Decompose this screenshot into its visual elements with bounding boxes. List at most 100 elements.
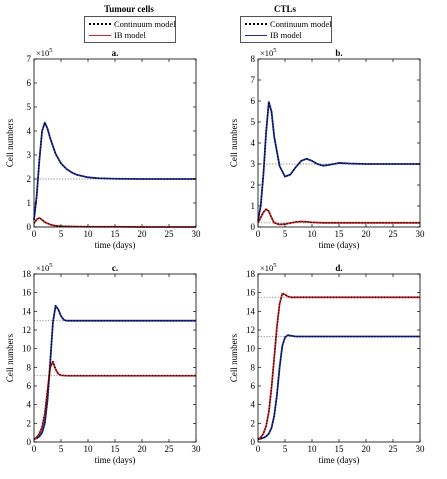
- y-tick-label: 10: [246, 344, 256, 354]
- y-tick-label: 1: [27, 198, 32, 208]
- x-tick-label: 20: [362, 444, 372, 454]
- legend-entry-tumour-ib: IB model: [89, 30, 146, 40]
- y-axis-label: Cell numbers: [5, 333, 15, 382]
- x-axis-label: time (days): [95, 240, 136, 250]
- y-tick-label: 16: [22, 288, 32, 298]
- y-tick-label: 2: [251, 180, 256, 190]
- x-tick-label: 0: [256, 229, 261, 239]
- x-tick-label: 30: [192, 444, 202, 454]
- exponent-power: 5: [273, 262, 276, 269]
- y-tick-label: 4: [27, 126, 32, 136]
- x-tick-label: 15: [335, 444, 345, 454]
- series-line-tumour-ib: [33, 360, 196, 440]
- x-tick-label: 10: [308, 229, 318, 239]
- series-line-tumour-continuum: [257, 292, 420, 440]
- x-tick-label: 15: [335, 229, 345, 239]
- legend-entry-ctl-continuum: Continuum model: [245, 19, 332, 29]
- y-tick-label: 6: [27, 381, 32, 391]
- y-axis-label: Cell numbers: [229, 118, 239, 167]
- x-tick-label: 0: [32, 229, 37, 239]
- y-axis-label: Cell numbers: [229, 333, 239, 382]
- exponent-power: 5: [273, 47, 276, 54]
- x-axis-label: time (days): [319, 240, 360, 250]
- y-exponent-label: ×105: [260, 47, 277, 58]
- x-tick-label: 25: [165, 444, 175, 454]
- y-tick-label: 18: [22, 269, 32, 279]
- legend-label: Continuum model: [270, 19, 332, 29]
- y-tick-label: 14: [246, 306, 256, 316]
- legend-label: IB model: [114, 30, 146, 40]
- legend-title-ctl: CTLs: [273, 4, 296, 14]
- legend-ctl: Continuum model IB model: [240, 16, 332, 43]
- exponent-base: ×10: [36, 263, 49, 273]
- x-tick-label: 5: [283, 444, 288, 454]
- y-tick-label: 6: [251, 381, 256, 391]
- legend-entry-ctl-ib: IB model: [245, 30, 302, 40]
- x-axis-label: time (days): [319, 455, 360, 465]
- y-tick-label: 18: [246, 269, 256, 279]
- y-tick-label: 2: [27, 418, 32, 428]
- exponent-base: ×10: [36, 48, 49, 58]
- x-tick-label: 15: [111, 444, 121, 454]
- dotted-line-swatch: [89, 23, 111, 25]
- series-line-ctl-continuum: [33, 121, 196, 220]
- y-tick-label: 0: [27, 437, 32, 447]
- x-tick-label: 20: [138, 229, 148, 239]
- legend-label: Continuum model: [114, 19, 176, 29]
- y-tick-label: 2: [251, 418, 256, 428]
- legend-title-tumour: Tumour cells: [104, 4, 154, 14]
- exponent-base: ×10: [260, 48, 273, 58]
- x-tick-label: 25: [389, 444, 399, 454]
- x-tick-label: 5: [59, 229, 64, 239]
- x-tick-label: 0: [32, 444, 37, 454]
- exponent-power: 5: [49, 262, 52, 269]
- y-tick-label: 8: [251, 54, 256, 64]
- series-line-ctl-continuum: [257, 101, 420, 221]
- y-tick-label: 12: [246, 325, 255, 335]
- y-tick-label: 10: [22, 344, 32, 354]
- plot-area: [34, 274, 196, 442]
- x-tick-label: 25: [389, 229, 399, 239]
- x-tick-label: 30: [416, 229, 426, 239]
- x-tick-label: 15: [111, 229, 121, 239]
- y-exponent-label: ×105: [260, 262, 277, 273]
- legend-label: IB model: [270, 30, 302, 40]
- y-tick-label: 8: [251, 362, 256, 372]
- y-tick-label: 5: [251, 117, 256, 127]
- y-tick-label: 0: [27, 222, 32, 232]
- solid-line-swatch: [245, 34, 267, 36]
- y-tick-label: 5: [27, 102, 32, 112]
- x-tick-label: 0: [256, 444, 261, 454]
- exponent-base: ×10: [260, 263, 273, 273]
- series-line-tumour-continuum: [257, 208, 420, 226]
- y-tick-label: 4: [251, 138, 256, 148]
- legend-entry-tumour-continuum: Continuum model: [89, 19, 176, 29]
- y-tick-label: 7: [27, 54, 32, 64]
- x-tick-label: 10: [308, 444, 318, 454]
- panel-title: c.: [112, 263, 118, 273]
- x-tick-label: 30: [416, 444, 426, 454]
- y-tick-label: 4: [27, 400, 32, 410]
- dotted-line-swatch: [245, 23, 267, 25]
- x-tick-label: 5: [59, 444, 64, 454]
- y-tick-label: 8: [27, 362, 32, 372]
- y-tick-label: 7: [251, 75, 256, 85]
- exponent-power: 5: [49, 47, 52, 54]
- x-tick-label: 5: [283, 229, 288, 239]
- series-line-ctl-continuum: [257, 334, 420, 440]
- solid-line-swatch: [89, 34, 111, 36]
- plot-area: [258, 59, 420, 227]
- y-tick-label: 14: [22, 306, 32, 316]
- y-tick-label: 6: [251, 96, 256, 106]
- x-tick-label: 20: [138, 444, 148, 454]
- y-tick-label: 6: [27, 78, 32, 88]
- y-tick-label: 4: [251, 400, 256, 410]
- legend-tumour: Continuum model IB model: [84, 16, 176, 43]
- x-axis-label: time (days): [95, 455, 136, 465]
- x-tick-label: 20: [362, 229, 372, 239]
- y-tick-label: 12: [22, 325, 31, 335]
